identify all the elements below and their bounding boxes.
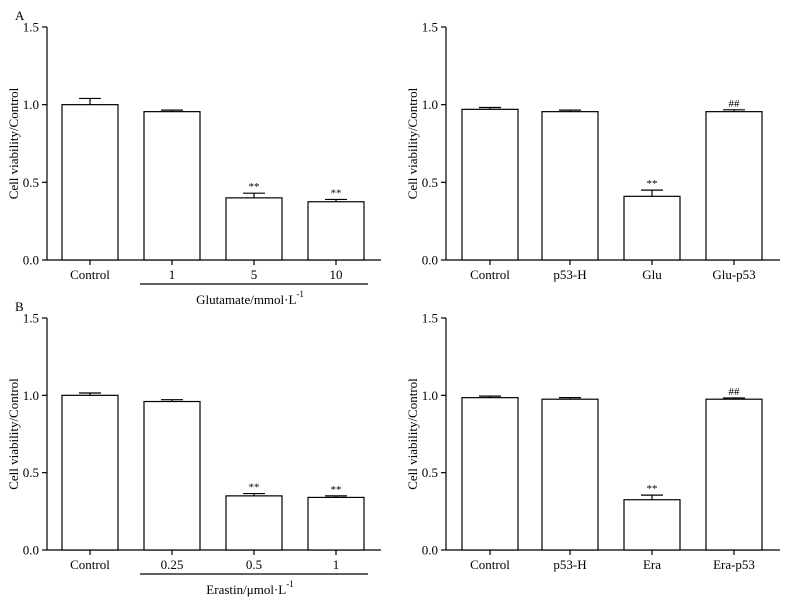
x-tick-label: Era-p53 (713, 557, 755, 572)
x-tick-label: 0.5 (246, 557, 262, 572)
y-tick-label: 1.0 (422, 388, 438, 403)
bar (225, 197, 283, 261)
x-tick-label: Control (470, 557, 510, 572)
significance-mark: ** (331, 187, 342, 199)
x-tick-label: Control (470, 267, 510, 282)
x-tick-label: Glu (642, 267, 662, 282)
panel-letter: B (15, 299, 24, 314)
bar (307, 201, 365, 261)
bar (61, 394, 119, 551)
y-tick-label: 0.5 (422, 175, 438, 190)
y-tick-label: 0.5 (23, 175, 39, 190)
bar (541, 111, 599, 261)
bar (705, 398, 763, 551)
bar (705, 111, 763, 261)
group-label: Erastin/μmol·L-1 (206, 579, 293, 597)
bar (307, 496, 365, 551)
y-tick-label: 0.5 (422, 465, 438, 480)
bar (623, 499, 681, 551)
panel-a-glutamate: 0.0 0.5 1.0 1.5 Cell viability/Control A Contr… (6, 8, 381, 307)
significance-mark: ** (331, 484, 342, 496)
bar (461, 397, 519, 551)
significance-mark: ** (647, 178, 658, 190)
panel-b-erastin: 0.0 0.5 1.0 1.5 Cell viability/Control B Contr… (6, 299, 381, 597)
y-tick-label: 1.5 (422, 20, 438, 35)
y-tick-label: 1.5 (23, 20, 39, 35)
significance-mark: ** (647, 483, 658, 495)
y-tick-label: 1.5 (23, 311, 39, 326)
y-tick-label: 0.5 (23, 465, 39, 480)
x-tick-label: p53-H (553, 267, 586, 282)
y-tick-label: 0.0 (422, 543, 438, 558)
y-axis-label: Cell viability/Control (405, 378, 420, 490)
panel-glu-p53: 0.0 0.5 1.0 1.5 Cell viability/Control Contro… (405, 20, 780, 282)
significance-mark: ** (249, 181, 260, 193)
bar (541, 398, 599, 551)
group-label: Glutamate/mmol·L-1 (196, 289, 304, 307)
x-tick-label: 1 (169, 267, 176, 282)
group-label-superscript: -1 (286, 579, 294, 589)
x-tick-label: p53-H (553, 557, 586, 572)
y-tick-label: 0.0 (23, 543, 39, 558)
y-axis-label: Cell viability/Control (405, 87, 420, 199)
bar (461, 108, 519, 261)
y-tick-label: 0.0 (23, 253, 39, 268)
group-label-superscript: -1 (296, 289, 304, 299)
y-axis-label: Cell viability/Control (6, 378, 21, 490)
significance-mark: ** (249, 482, 260, 494)
significance-mark: ## (729, 386, 741, 398)
y-tick-label: 0.0 (422, 253, 438, 268)
x-tick-label: 0.25 (161, 557, 184, 572)
bar (623, 195, 681, 261)
bar (143, 400, 201, 551)
group-label-text: Erastin/μmol·L (206, 582, 286, 597)
x-tick-label: 1 (333, 557, 340, 572)
x-tick-label: Control (70, 557, 110, 572)
panel-letter: A (15, 8, 25, 23)
x-tick-label: Control (70, 267, 110, 282)
x-tick-label: 5 (251, 267, 258, 282)
x-tick-label: Glu-p53 (712, 267, 755, 282)
x-tick-label: Era (643, 557, 661, 572)
y-tick-label: 1.0 (23, 388, 39, 403)
group-label-text: Glutamate/mmol·L (196, 292, 296, 307)
significance-mark: ## (729, 98, 741, 110)
y-axis-label: Cell viability/Control (6, 87, 21, 199)
x-tick-label: 10 (330, 267, 343, 282)
bar (225, 495, 283, 551)
y-tick-label: 1.0 (23, 97, 39, 112)
bar (61, 104, 119, 261)
y-tick-label: 1.0 (422, 97, 438, 112)
panel-era-p53: 0.0 0.5 1.0 1.5 Cell viability/Control Contro… (405, 311, 780, 572)
y-tick-label: 1.5 (422, 311, 438, 326)
bar (143, 111, 201, 261)
